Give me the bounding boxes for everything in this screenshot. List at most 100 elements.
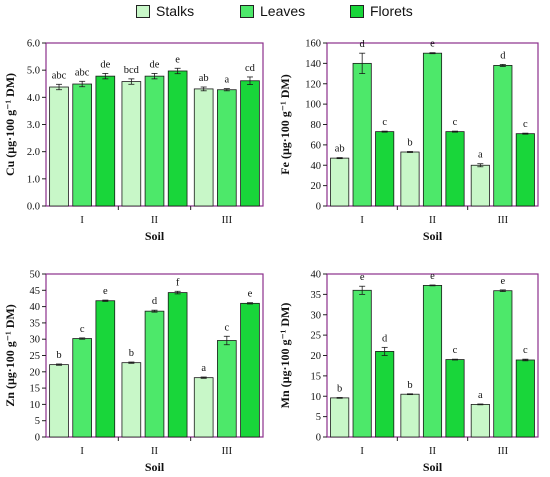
y-tick-label: 140: [305, 59, 321, 70]
bar-florets-I: [375, 131, 395, 207]
x-axis-title: Soil: [423, 229, 443, 243]
y-tick-label: 35: [311, 290, 322, 301]
y-tick-label: 60: [311, 140, 322, 151]
legend-swatch-stalks: [136, 5, 150, 18]
significance-letter: d: [382, 333, 388, 344]
y-tick-label: 30: [311, 310, 322, 321]
significance-letter: c: [453, 117, 458, 128]
x-tick-label: II: [151, 446, 158, 457]
x-axis-title: Soil: [423, 460, 443, 474]
bar-stalks-II: [400, 393, 420, 438]
y-tick-label: 6.0: [27, 39, 40, 50]
y-tick-label: 4.0: [27, 93, 40, 104]
bar-leaves-II: [422, 285, 443, 438]
y-tick-label: 25: [311, 331, 322, 342]
x-tick-label: II: [429, 446, 436, 457]
significance-letter: a: [478, 390, 483, 401]
significance-letter: c: [453, 345, 458, 356]
significance-letter: b: [407, 380, 412, 391]
significance-letter: abc: [52, 70, 67, 81]
x-tick-label: I: [80, 446, 84, 457]
significance-letter: e: [430, 39, 435, 50]
y-tick-label: 10: [30, 400, 41, 411]
significance-letter: e: [175, 54, 180, 65]
y-tick-label: 80: [311, 120, 322, 131]
y-tick-label: 2.0: [27, 147, 40, 158]
bar-leaves-I: [72, 338, 92, 438]
x-tick-label: II: [429, 215, 436, 226]
y-tick-label: 45: [30, 286, 41, 297]
y-tick-label: 15: [30, 384, 41, 395]
legend-swatch-leaves: [240, 5, 254, 18]
y-tick-label: 10: [311, 392, 322, 403]
bar-stalks-II: [121, 81, 142, 207]
bar-leaves-I: [352, 289, 372, 438]
significance-letter: b: [56, 350, 61, 361]
significance-letter: de: [100, 59, 110, 70]
y-tick-label: 120: [305, 79, 321, 90]
significance-letter: d: [500, 50, 506, 61]
significance-letter: f: [176, 277, 180, 288]
bar-leaves-III: [217, 340, 237, 438]
significance-letter: e: [500, 276, 505, 287]
x-axis-title: Soil: [145, 460, 165, 474]
y-tick-label: 25: [30, 351, 41, 362]
significance-letter: abc: [75, 67, 90, 78]
bar-florets-II: [167, 292, 188, 438]
bar-stalks-III: [470, 403, 490, 438]
bar-florets-III: [240, 80, 260, 207]
y-tick-label: 0.0: [27, 202, 40, 213]
bar-stalks-II: [121, 362, 142, 438]
bar-stalks-III: [193, 377, 214, 438]
y-tick-label: 40: [311, 270, 322, 281]
bar-florets-I: [95, 300, 116, 438]
y-tick-label: 100: [305, 100, 321, 111]
significance-letter: b: [407, 137, 412, 148]
significance-letter: e: [248, 289, 253, 300]
legend-label-leaves: Leaves: [260, 3, 306, 19]
x-tick-label: I: [360, 215, 364, 226]
bar-leaves-III: [493, 290, 513, 438]
y-axis-title: Cu (μg·100 g⁻¹ DM): [3, 73, 17, 176]
y-tick-label: 0: [35, 433, 40, 444]
bar-leaves-II: [144, 75, 165, 207]
x-axis-title: Soil: [145, 229, 165, 243]
bar-stalks-I: [330, 397, 350, 438]
x-tick-label: I: [360, 446, 364, 457]
x-tick-label: II: [151, 215, 158, 226]
significance-letter: e: [103, 286, 108, 297]
bar-stalks-III: [470, 164, 490, 207]
bar-leaves-I: [352, 62, 372, 207]
y-tick-label: 5: [35, 416, 40, 427]
bar-florets-III: [515, 133, 535, 207]
bar-florets-II: [167, 70, 188, 207]
significance-letter: a: [201, 363, 206, 374]
bar-leaves-II: [144, 310, 165, 438]
bar-leaves-I: [72, 83, 92, 207]
x-tick-label: III: [498, 446, 509, 457]
significance-letter: d: [152, 296, 158, 307]
y-tick-label: 5.0: [27, 66, 40, 77]
bar-stalks-III: [193, 88, 214, 207]
significance-letter: d: [360, 39, 366, 50]
y-tick-label: 15: [311, 371, 322, 382]
y-tick-label: 20: [30, 367, 41, 378]
bar-florets-II: [445, 131, 465, 207]
x-tick-label: III: [498, 215, 509, 226]
significance-letter: e: [430, 271, 435, 282]
bar-stalks-I: [49, 86, 69, 207]
y-tick-label: 5: [316, 412, 321, 423]
bar-florets-III: [515, 359, 535, 438]
y-axis-title: Zn (μg·100 g⁻¹ DM): [3, 304, 17, 406]
legend-label-florets: Florets: [370, 3, 413, 19]
legend-swatch-florets: [350, 5, 364, 18]
significance-letter: c: [523, 345, 528, 356]
significance-letter: e: [360, 272, 365, 283]
x-tick-label: III: [222, 215, 233, 226]
y-tick-label: 20: [311, 351, 322, 362]
significance-letter: bcd: [124, 65, 140, 76]
